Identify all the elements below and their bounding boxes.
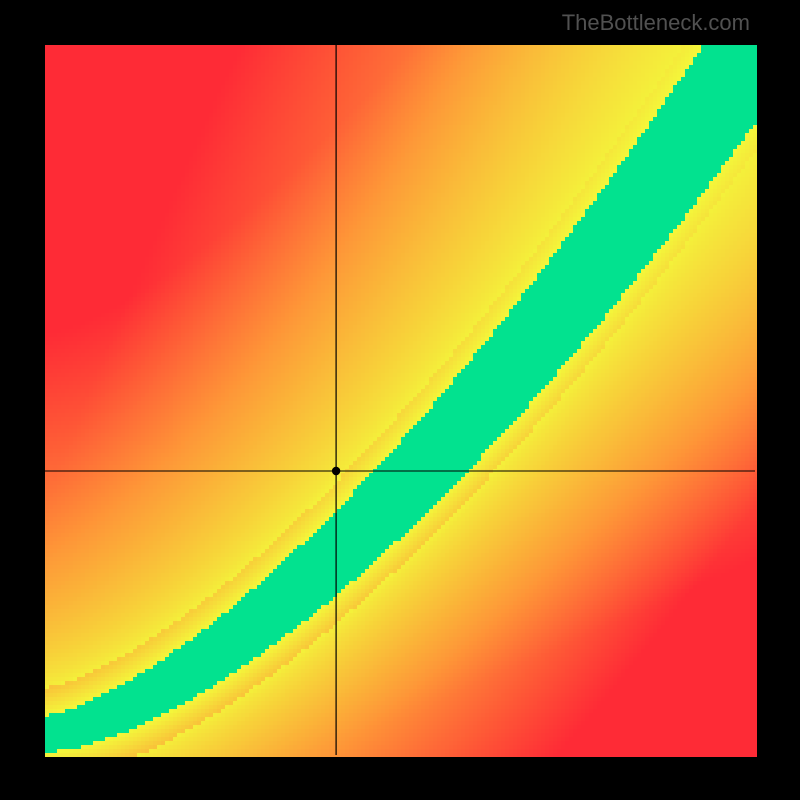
watermark-text: TheBottleneck.com [562, 10, 750, 36]
heatmap-canvas [0, 0, 800, 800]
chart-root: TheBottleneck.com [0, 0, 800, 800]
